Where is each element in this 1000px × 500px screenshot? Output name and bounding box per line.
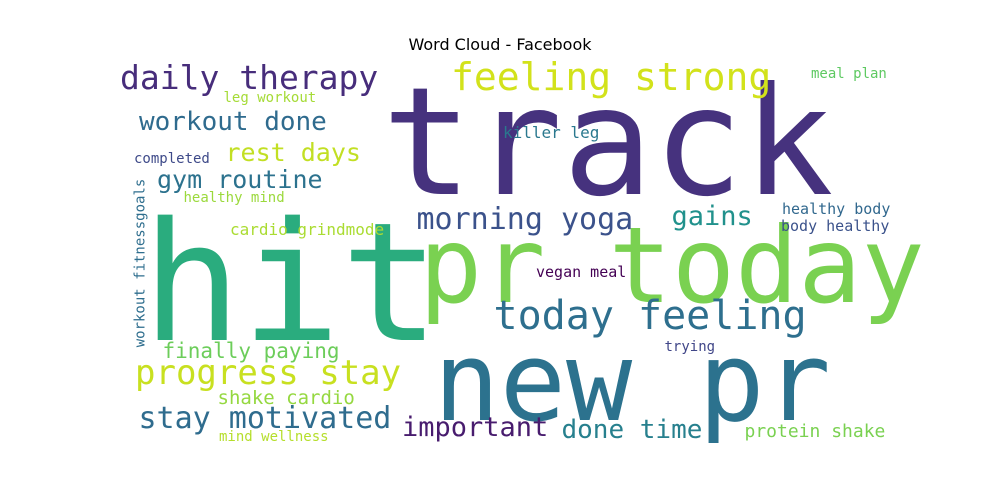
word-cloud-term: vegan meal	[536, 262, 627, 281]
word-cloud-term: body healthy	[781, 216, 890, 235]
word-cloud-term: important	[402, 411, 549, 443]
word-cloud-term: hit	[142, 186, 441, 379]
word-cloud-term: leg workout	[223, 90, 317, 106]
word-cloud-term: protein shake	[744, 421, 886, 442]
word-cloud-term: gains	[671, 200, 753, 232]
word-cloud-term: finally paying	[162, 338, 340, 363]
word-cloud-term: killer leg	[503, 123, 600, 142]
word-cloud-term: morning yoga	[416, 202, 634, 237]
word-cloud-term: feeling strong	[451, 55, 772, 99]
word-cloud-term: track	[382, 56, 834, 230]
word-cloud-term: completed	[134, 151, 210, 167]
word-cloud-term: today feeling	[493, 293, 807, 339]
word-cloud-term: cardio grindmode	[230, 220, 385, 239]
word-cloud-term: trying	[664, 339, 716, 355]
word-cloud: track hit pr today new pr feeling strong dail…	[120, 55, 925, 447]
word-cloud-term: pr today	[419, 204, 925, 327]
word-cloud-term: daily therapy	[120, 57, 379, 97]
word-cloud-term: healthy body	[782, 199, 891, 218]
word-cloud-term: new pr	[433, 318, 831, 446]
chart-title: Word Cloud - Facebook	[408, 35, 592, 54]
word-cloud-term: done time	[561, 415, 703, 445]
word-cloud-term: stay motivated	[138, 401, 392, 436]
word-cloud-term: workout fitnessgoals	[131, 178, 148, 348]
word-cloud-term: healthy mind	[183, 190, 285, 206]
word-cloud-term: gym routine	[157, 164, 323, 194]
word-cloud-term: workout done	[139, 107, 327, 137]
word-cloud-term: shake cardio	[217, 386, 355, 409]
word-cloud-term: rest days	[225, 137, 361, 167]
word-cloud-term: mind wellness	[219, 429, 329, 445]
word-cloud-term: meal plan	[811, 66, 887, 82]
word-cloud-term: progress stay	[135, 353, 402, 393]
